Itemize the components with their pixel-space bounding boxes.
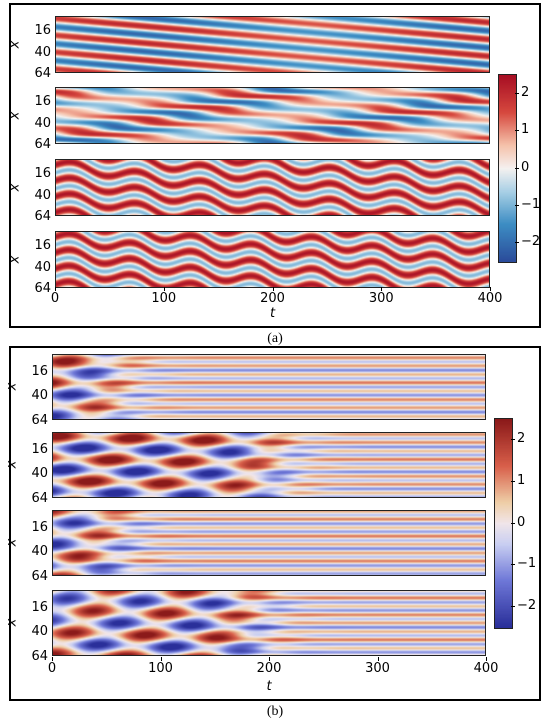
x-tick-mark [55, 287, 56, 291]
colorbar-tick-label: 1 [517, 472, 526, 488]
y-tick-label: 40 [31, 388, 48, 404]
heatmap-subplot-1 [55, 16, 490, 73]
x-axis-label: t [266, 679, 272, 694]
y-tick-label: 40 [31, 544, 48, 560]
colorbar-tick-label: 0 [517, 514, 526, 530]
y-tick-label: 64 [31, 569, 48, 584]
y-tick-label: 16 [34, 94, 51, 110]
x-tick-mark [486, 657, 487, 661]
colorbar-tick-label: −2 [517, 598, 537, 614]
colorbar-tick-mark [511, 564, 515, 566]
y-tick-label: 40 [34, 187, 51, 203]
x-tick-label: 200 [256, 661, 282, 676]
y-axis-label: x [4, 538, 20, 547]
x-axis-label: t [269, 306, 276, 321]
colorbar-tick-label: 2 [521, 84, 530, 100]
y-tick-label: 16 [31, 441, 48, 457]
y-axis-label: x [4, 618, 20, 627]
y-tick-label: 16 [34, 23, 51, 39]
heatmap-subplot-2 [55, 87, 490, 144]
y-tick-label: 64 [34, 209, 51, 224]
heatmap-canvas [53, 355, 485, 419]
y-tick-label: 64 [34, 137, 51, 152]
x-tick-mark [377, 657, 379, 661]
y-tick-label: 16 [34, 238, 51, 254]
x-tick-mark [160, 657, 162, 661]
y-tick-label: 64 [31, 413, 48, 428]
colorbar-tick-mark [515, 204, 519, 206]
colorbar-tick-mark [511, 438, 515, 440]
colorbar-tick-label: −2 [521, 234, 541, 250]
x-tick-label: 300 [365, 661, 390, 676]
heatmap-subplot-2 [52, 432, 486, 498]
y-tick-label: 16 [31, 519, 48, 535]
heatmap-subplot-4 [52, 590, 486, 656]
heatmap-canvas [56, 17, 489, 72]
heatmap-subplot-3 [52, 510, 486, 576]
x-tick-mark [163, 287, 165, 291]
x-tick-mark [272, 287, 274, 291]
colorbar-tick-mark [515, 242, 519, 244]
x-tick-mark [490, 287, 491, 291]
colorbar-tick-mark [511, 522, 515, 524]
heatmap-subplot-1 [52, 354, 486, 420]
y-axis-label: x [4, 460, 20, 469]
y-tick-label: 16 [31, 363, 48, 379]
heatmap-canvas [53, 433, 485, 497]
heatmap-subplot-4 [55, 231, 490, 288]
heatmap-canvas [56, 160, 489, 215]
panel-b-caption: (b) [266, 704, 284, 719]
x-tick-mark [269, 657, 270, 661]
colorbar-tick-mark [515, 167, 519, 169]
colorbar-tick-label: 0 [521, 159, 530, 175]
y-tick-label: 64 [34, 66, 51, 81]
x-tick-label: 400 [473, 661, 499, 676]
x-tick-label: 400 [477, 291, 503, 306]
colorbar-tick-label: −1 [517, 556, 537, 572]
colorbar [494, 418, 513, 629]
y-tick-label: 40 [34, 44, 51, 60]
heatmap-canvas [56, 232, 489, 287]
x-tick-label: 0 [50, 291, 60, 306]
y-tick-label: 16 [34, 166, 51, 182]
heatmap-subplot-3 [55, 159, 490, 216]
colorbar-tick-mark [511, 606, 515, 608]
y-tick-label: 64 [31, 649, 48, 664]
y-tick-label: 40 [34, 115, 51, 131]
colorbar-tick-label: −1 [521, 196, 541, 212]
x-tick-label: 0 [47, 661, 57, 676]
heatmap-canvas [53, 511, 485, 575]
y-axis-label: x [7, 255, 23, 263]
colorbar-tick-label: 2 [517, 430, 526, 446]
x-tick-mark [381, 287, 383, 291]
panel-a-caption: (a) [267, 331, 283, 346]
y-axis-label: x [7, 40, 23, 48]
y-tick-label: 40 [31, 624, 48, 640]
colorbar-tick-mark [511, 480, 515, 482]
heatmap-canvas [56, 88, 489, 143]
colorbar-tick-mark [515, 92, 519, 94]
colorbar-tick-mark [515, 130, 519, 132]
x-tick-mark [52, 657, 53, 661]
x-tick-label: 100 [148, 661, 173, 676]
y-axis-label: x [7, 183, 23, 191]
y-tick-label: 40 [31, 466, 48, 482]
y-tick-label: 40 [34, 259, 51, 275]
y-tick-label: 64 [34, 281, 51, 296]
y-axis-label: x [4, 382, 20, 391]
colorbar [498, 74, 517, 263]
colorbar-tick-label: 1 [521, 122, 530, 138]
x-tick-label: 200 [260, 291, 285, 306]
heatmap-canvas [53, 591, 485, 655]
y-tick-label: 16 [31, 599, 48, 615]
y-axis-label: x [7, 111, 23, 119]
x-tick-label: 100 [151, 291, 177, 306]
y-tick-label: 64 [31, 491, 48, 506]
x-tick-label: 300 [368, 291, 394, 306]
